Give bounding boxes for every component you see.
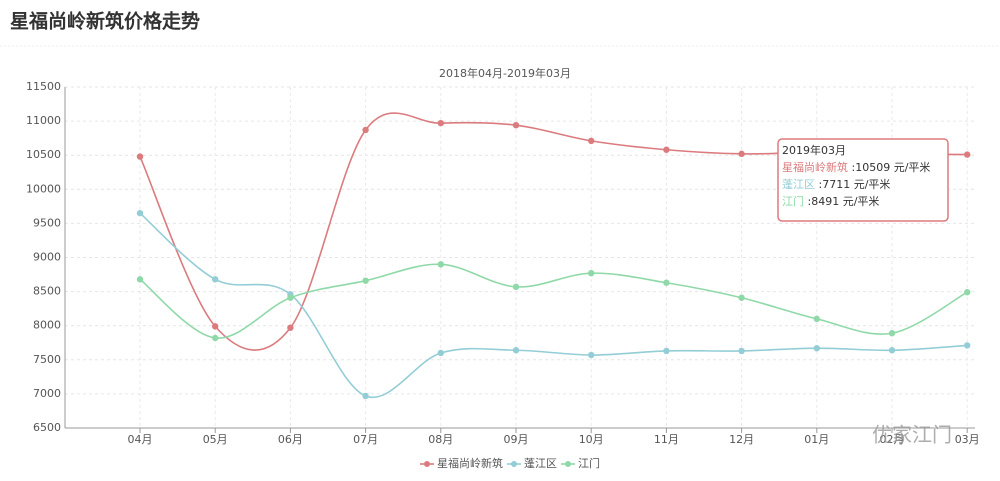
point xyxy=(663,146,670,153)
tooltip-row: 蓬江区 :7711 元/平米 xyxy=(782,178,890,191)
x-tick-label: 05月 xyxy=(203,433,228,446)
tooltip-part: : xyxy=(804,195,811,208)
y-tick-label: 10000 xyxy=(26,182,61,195)
point xyxy=(964,289,971,296)
legend-label: 星福尚岭新筑 xyxy=(437,456,503,470)
x-tick-label: 03月 xyxy=(955,433,980,446)
x-tick-label: 04月 xyxy=(128,433,153,446)
point xyxy=(964,342,971,349)
tooltip-box xyxy=(777,138,949,222)
point xyxy=(437,261,444,268)
tooltip-part: 元/平米 xyxy=(839,195,879,208)
y-tick-label: 6500 xyxy=(33,421,61,434)
point xyxy=(813,345,820,352)
series-line xyxy=(139,263,968,339)
point xyxy=(964,151,971,158)
tooltip-row: 星福尚岭新筑 :10509 元/平米 xyxy=(782,160,930,174)
x-tick-label: 07月 xyxy=(353,433,378,446)
y-tick-label: 8500 xyxy=(33,285,61,298)
tooltip-part: 元/平米 xyxy=(850,178,890,191)
x-tick-label: 01月 xyxy=(804,433,829,446)
tooltip-part: 星福尚岭新筑 xyxy=(782,160,848,174)
point xyxy=(588,269,595,277)
point xyxy=(588,137,595,145)
y-tick-label: 10500 xyxy=(26,148,61,161)
legend-dot xyxy=(424,461,430,467)
y-tick-label: 11000 xyxy=(26,114,61,127)
point xyxy=(738,294,745,301)
y-tick-label: 11500 xyxy=(26,80,61,93)
point xyxy=(437,349,444,357)
point xyxy=(212,276,219,283)
legend-label: 江门 xyxy=(578,456,600,470)
legend-dot xyxy=(565,461,571,467)
point xyxy=(136,209,144,217)
point xyxy=(663,279,670,286)
tooltip-part: 8491 xyxy=(811,195,839,208)
point xyxy=(813,315,820,323)
x-tick-label: 11月 xyxy=(654,433,679,446)
y-tick-label: 7500 xyxy=(33,353,61,366)
point xyxy=(663,347,670,355)
y-tick-label: 9500 xyxy=(33,216,61,229)
point xyxy=(136,153,144,160)
x-tick-label: 10月 xyxy=(579,433,604,446)
x-tick-label: 06月 xyxy=(278,433,303,446)
watermark: 优家江门 xyxy=(872,423,952,447)
point xyxy=(738,347,745,355)
tooltip-part: 江门 xyxy=(782,194,804,208)
point xyxy=(287,324,294,331)
tooltip-part: 蓬江区 xyxy=(782,178,815,191)
x-tick-label: 09月 xyxy=(504,433,529,446)
point xyxy=(588,351,595,359)
chart-title: 星福尚岭新筑价格走势 xyxy=(10,10,200,33)
point xyxy=(437,119,444,127)
tooltip-row: 江门 :8491 元/平米 xyxy=(782,194,879,208)
point xyxy=(362,126,369,134)
point xyxy=(888,347,896,354)
tooltip-title: 2019年03月 xyxy=(782,143,846,157)
legend-label: 蓬江区 xyxy=(524,457,557,470)
subtitle: 2018年04月-2019年03月 xyxy=(439,66,571,80)
x-tick-label: 08月 xyxy=(428,433,453,446)
point xyxy=(512,121,520,129)
tooltip-part: : xyxy=(848,161,855,174)
point xyxy=(362,392,369,400)
y-tick-label: 7000 xyxy=(33,387,61,400)
x-tick-label: 12月 xyxy=(729,433,754,446)
point xyxy=(136,276,144,283)
x-tick-label: 02月 xyxy=(880,433,905,446)
tooltip-part: : xyxy=(815,178,822,191)
y-tick-label: 8000 xyxy=(33,319,61,332)
tooltip-part: 10509 xyxy=(855,161,890,174)
point xyxy=(888,330,896,337)
point xyxy=(212,323,219,330)
point xyxy=(738,150,745,158)
y-tick-label: 9000 xyxy=(33,251,61,264)
legend-dot xyxy=(511,461,517,467)
tooltip-part: 元/平米 xyxy=(890,161,930,174)
tooltip-part: 7711 xyxy=(822,178,850,191)
series-line xyxy=(139,212,968,399)
point xyxy=(512,283,520,291)
point xyxy=(362,277,369,284)
point xyxy=(512,347,520,354)
point xyxy=(212,334,219,342)
point xyxy=(287,294,294,301)
